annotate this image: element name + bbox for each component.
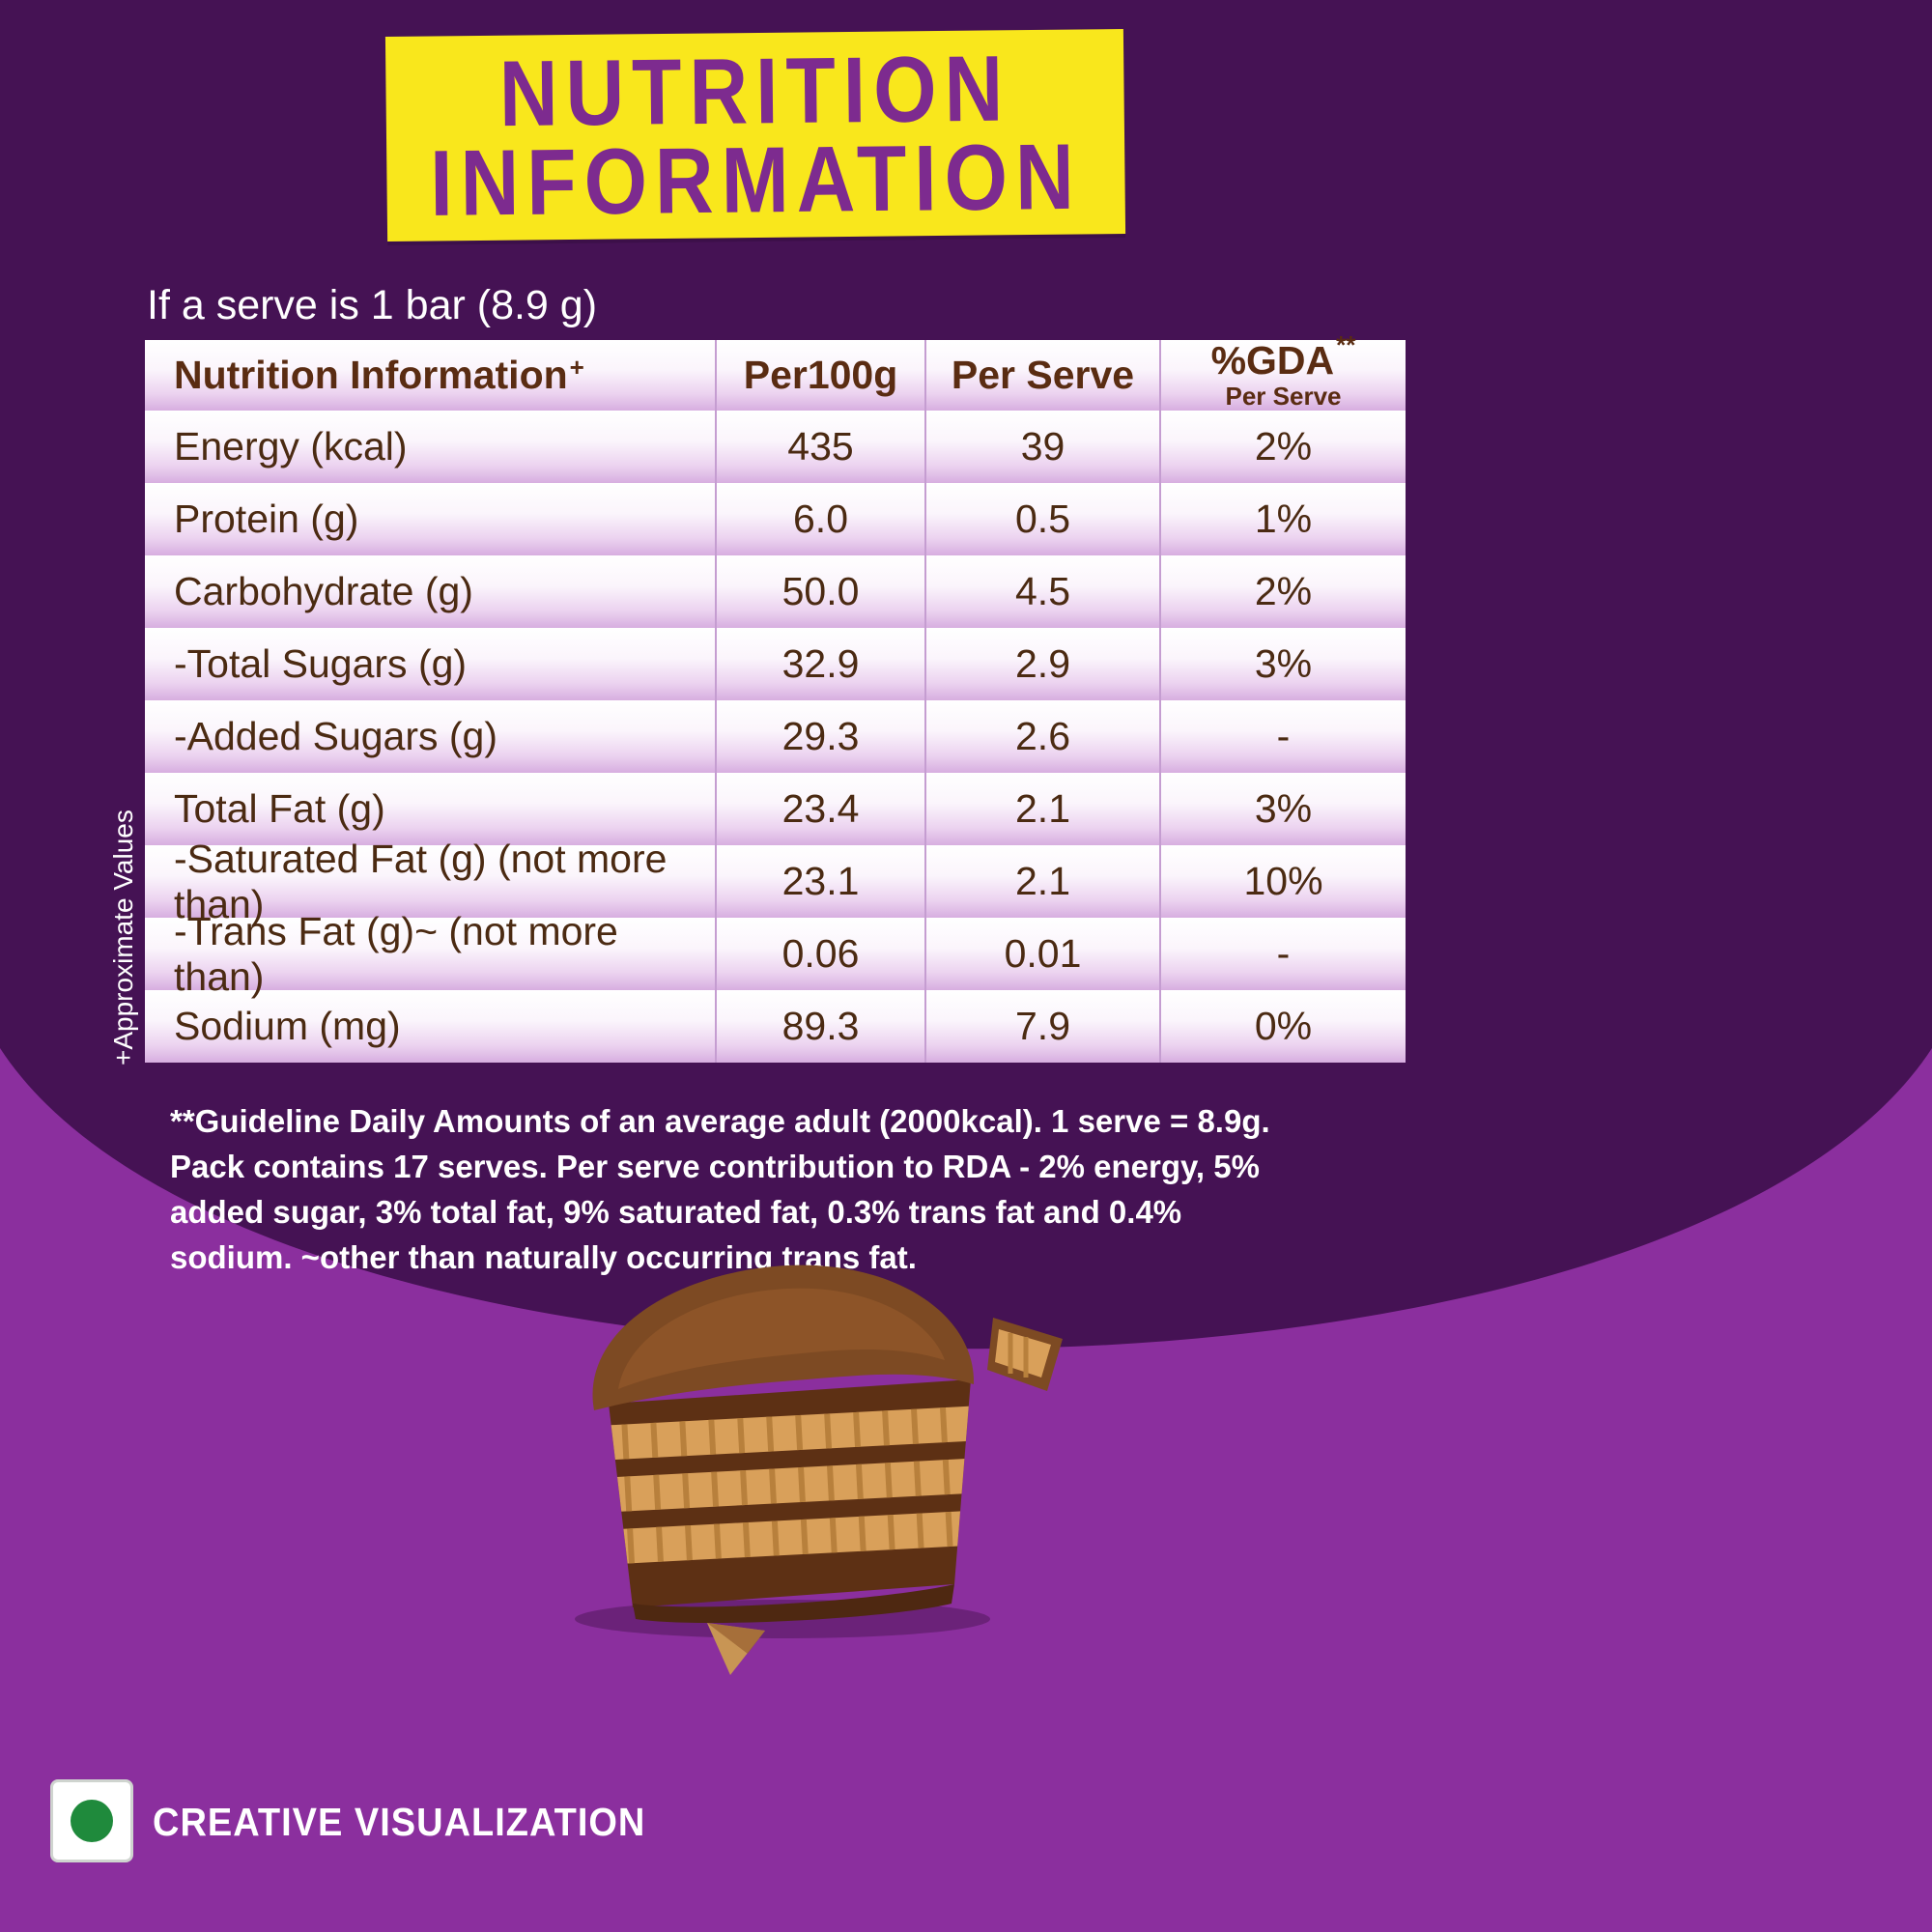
chocolate-base-edge bbox=[633, 1584, 954, 1624]
row-label: Total Fat (g) bbox=[174, 786, 385, 831]
header-per-serve: Per Serve bbox=[924, 340, 1159, 411]
row-per100g: 32.9 bbox=[715, 628, 924, 700]
row-gda: 3% bbox=[1159, 628, 1406, 700]
row-label: Sodium (mg) bbox=[174, 1004, 401, 1048]
page-title-line-2: INFORMATION bbox=[429, 124, 1083, 236]
row-gda: 2% bbox=[1159, 555, 1406, 628]
table-header-row: Nutrition Information + Per100g Per Serve… bbox=[145, 332, 1406, 412]
header-nutrition-information-text: Nutrition Information bbox=[174, 353, 568, 397]
chocolate-crumb-right bbox=[987, 1318, 1063, 1391]
header-gda-superscript: ** bbox=[1336, 330, 1356, 360]
row-per-serve: 0.01 bbox=[924, 918, 1159, 990]
header-gda-main: %GDA ** bbox=[1210, 332, 1356, 384]
row-per-serve: 0.5 bbox=[924, 483, 1159, 555]
row-per-serve: 2.6 bbox=[924, 700, 1159, 773]
row-gda: 10% bbox=[1159, 845, 1406, 918]
row-label: -Saturated Fat (g) (not more than) bbox=[174, 836, 668, 926]
vegetarian-mark-icon bbox=[50, 1779, 133, 1862]
row-label: Carbohydrate (g) bbox=[174, 569, 473, 613]
header-plus-superscript: + bbox=[569, 353, 584, 382]
header-gda-per-serve: Per Serve bbox=[1225, 382, 1342, 412]
row-label: -Trans Fat (g)~ (not more than) bbox=[174, 908, 618, 999]
row-per100g: 29.3 bbox=[715, 700, 924, 773]
table-row-sodium: Sodium (mg) 89.3 7.9 0% bbox=[145, 990, 1406, 1063]
row-per100g: 6.0 bbox=[715, 483, 924, 555]
table-row-total-fat: Total Fat (g) 23.4 2.1 3% bbox=[145, 773, 1406, 845]
row-per-serve: 2.1 bbox=[924, 845, 1159, 918]
row-per-serve: 2.9 bbox=[924, 628, 1159, 700]
table-row-carbohydrate: Carbohydrate (g) 50.0 4.5 2% bbox=[145, 555, 1406, 628]
header-nutrition-information: Nutrition Information + bbox=[145, 340, 715, 411]
row-per100g: 89.3 bbox=[715, 990, 924, 1063]
header-gda: %GDA ** Per Serve bbox=[1159, 332, 1406, 412]
wafer-cut-face bbox=[609, 1379, 971, 1607]
row-gda: 3% bbox=[1159, 773, 1406, 845]
row-gda: - bbox=[1159, 700, 1406, 773]
row-per100g: 23.1 bbox=[715, 845, 924, 918]
row-gda: 1% bbox=[1159, 483, 1406, 555]
nutrition-table: Nutrition Information + Per100g Per Serve… bbox=[145, 332, 1406, 1063]
row-per-serve: 2.1 bbox=[924, 773, 1159, 845]
serve-size-note: If a serve is 1 bar (8.9 g) bbox=[147, 282, 598, 328]
table-row-energy: Energy (kcal) 435 39 2% bbox=[145, 411, 1406, 483]
table-row-saturated-fat: -Saturated Fat (g) (not more than) 23.1 … bbox=[145, 836, 1406, 926]
vegetarian-green-dot bbox=[71, 1800, 113, 1842]
chocolate-highlight bbox=[618, 1288, 945, 1389]
row-per100g: 435 bbox=[715, 411, 924, 483]
row-per100g: 50.0 bbox=[715, 555, 924, 628]
creative-visualization-label: CREATIVE VISUALIZATION bbox=[153, 1801, 646, 1845]
row-gda: 2% bbox=[1159, 411, 1406, 483]
chocolate-bar-image bbox=[575, 1264, 1063, 1675]
row-label: Protein (g) bbox=[174, 497, 359, 541]
table-row-added-sugars: -Added Sugars (g) 29.3 2.6 - bbox=[145, 700, 1406, 773]
title-banner: NUTRITION INFORMATION bbox=[384, 29, 1126, 242]
table-row-trans-fat: -Trans Fat (g)~ (not more than) 0.06 0.0… bbox=[145, 908, 1406, 999]
row-label: -Total Sugars (g) bbox=[174, 641, 468, 686]
row-label: Energy (kcal) bbox=[174, 424, 408, 469]
row-gda: 0% bbox=[1159, 990, 1406, 1063]
row-per-serve: 7.9 bbox=[924, 990, 1159, 1063]
row-per100g: 0.06 bbox=[715, 918, 924, 990]
row-per-serve: 39 bbox=[924, 411, 1159, 483]
table-row-total-sugars: -Total Sugars (g) 32.9 2.9 3% bbox=[145, 628, 1406, 700]
row-label: -Added Sugars (g) bbox=[174, 714, 498, 758]
table-row-protein: Protein (g) 6.0 0.5 1% bbox=[145, 483, 1406, 555]
row-per-serve: 4.5 bbox=[924, 555, 1159, 628]
chocolate-crumb-bottom bbox=[707, 1623, 765, 1675]
row-per100g: 23.4 bbox=[715, 773, 924, 845]
row-gda: - bbox=[1159, 918, 1406, 990]
header-per-100g: Per100g bbox=[715, 340, 924, 411]
header-gda-text: %GDA bbox=[1210, 338, 1335, 384]
approximate-values-note: +Approximate Values bbox=[108, 810, 138, 1065]
